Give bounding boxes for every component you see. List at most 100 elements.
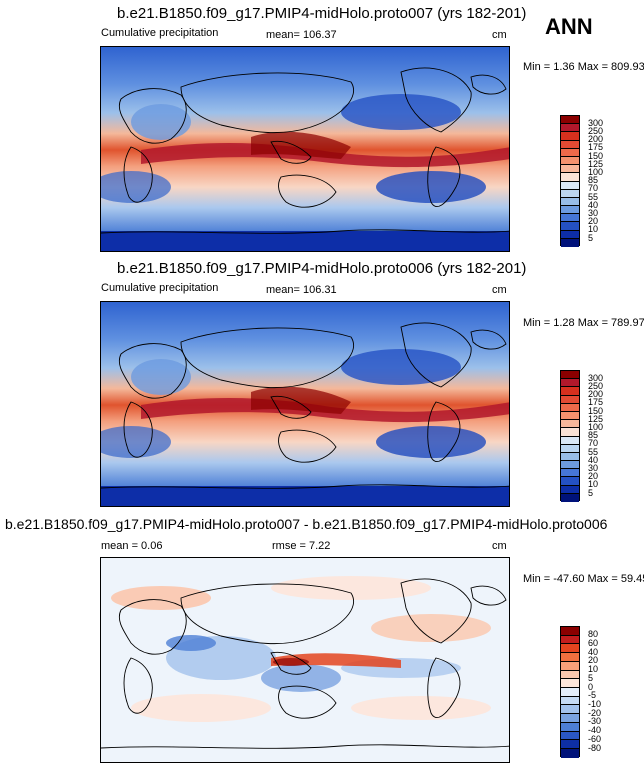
panel3-colorbar-label: -40 — [588, 725, 602, 735]
panel3-rmse-label: rmse = 7.22 — [272, 540, 331, 552]
panel2-colorbar-label: 100 — [588, 422, 604, 432]
panel2-mean-label: mean= 106.31 — [266, 284, 337, 296]
panel3-colorbar-swatch — [561, 670, 579, 680]
panel3-difference-map — [100, 557, 510, 763]
season-label: ANN — [545, 14, 593, 39]
panel1-colorbar-swatch — [561, 189, 579, 198]
panel2-colorbar-label: 30 — [588, 463, 599, 473]
panel2-colorbar-swatch — [561, 452, 579, 462]
panel3-colorbar-label: 5 — [588, 673, 594, 683]
panel3-colorbar-swatch — [561, 635, 579, 645]
panel1-title: b.e21.B1850.f09_g17.PMIP4-midHolo.proto0… — [117, 5, 527, 22]
panel1-colorbar-label: 200 — [588, 134, 604, 144]
panel2-colorbar-swatch — [561, 428, 579, 437]
panel1-colorbar-label: 70 — [588, 183, 599, 193]
panel1-colorbar-swatch — [561, 165, 579, 174]
panel1-colorbar-swatch — [561, 156, 579, 166]
panel3-colorbar-label: 40 — [588, 647, 599, 657]
panel2-colorbar-swatch — [561, 477, 579, 486]
panel2-colorbar-label: 20 — [588, 471, 599, 481]
panel3-colorbar-label: -5 — [588, 690, 597, 700]
panel3-colorbar-swatch — [561, 714, 579, 723]
panel3-colorbar-label: -30 — [588, 716, 602, 726]
panel3-colorbar-swatch — [561, 749, 579, 758]
panel1-colorbar-swatch — [561, 124, 579, 133]
panel2-colorbar-swatch — [561, 403, 579, 412]
panel2-colorbar — [560, 370, 580, 502]
panel2-colorbar-swatch — [561, 493, 579, 502]
panel3-colorbar-label: -80 — [588, 743, 602, 753]
panel3-colorbar-swatch — [561, 731, 579, 741]
panel2-colorbar-swatch — [561, 420, 579, 429]
panel3-colorbar-swatch — [561, 688, 579, 697]
panel2-colorbar-label: 175 — [588, 397, 604, 407]
panel1-colorbar-swatch — [561, 132, 579, 141]
panel2-precip-map — [100, 301, 510, 507]
panel1-colorbar-label: 30 — [588, 208, 599, 218]
panel2-colorbar-label: 85 — [588, 430, 599, 440]
panel1-minmax-label: Min = 1.36 Max = 809.93 — [523, 61, 644, 73]
panel2-colorbar-label: 300 — [588, 373, 604, 383]
panel1-colorbar-swatch — [561, 214, 579, 223]
panel2-colorbar-label: 40 — [588, 455, 599, 465]
panel1-colorbar-label: 300 — [588, 118, 604, 128]
panel1-colorbar-swatch — [561, 238, 579, 247]
panel2-colorbar-label: 150 — [588, 406, 604, 416]
panel1-colorbar-label: 5 — [588, 233, 594, 243]
panel2-title: b.e21.B1850.f09_g17.PMIP4-midHolo.proto0… — [117, 260, 527, 277]
panel2-colorbar-label: 10 — [588, 479, 599, 489]
panel3-colorbar-swatch — [561, 696, 579, 706]
panel2-units-label: cm — [492, 284, 507, 296]
panel2-colorbar-swatch — [561, 444, 579, 453]
panel1-colorbar-label: 250 — [588, 126, 604, 136]
panel1-colorbar-label: 175 — [588, 142, 604, 152]
panel3-minmax-label: Min = -47.60 Max = 59.45 — [523, 573, 644, 585]
panel3-colorbar-swatch — [561, 722, 579, 732]
panel1-colorbar-label: 100 — [588, 167, 604, 177]
panel1-colorbar-swatch — [561, 116, 579, 125]
panel2-colorbar-swatch — [561, 411, 579, 421]
panel3-colorbar-label: 10 — [588, 664, 599, 674]
panel1-colorbar-swatch — [561, 230, 579, 239]
panel1-colorbar-swatch — [561, 173, 579, 182]
panel1-units-label: cm — [492, 29, 507, 41]
panel3-colorbar-label: 80 — [588, 629, 599, 639]
panel2-colorbar-swatch — [561, 379, 579, 388]
panel2-colorbar-swatch — [561, 371, 579, 380]
panel3-colorbar-label: 20 — [588, 655, 599, 665]
panel1-colorbar-label: 55 — [588, 192, 599, 202]
panel3-colorbar-swatch — [561, 661, 579, 671]
panel1-colorbar-swatch — [561, 140, 579, 149]
panel1-mean-label: mean= 106.37 — [266, 29, 337, 41]
panel3-colorbar-swatch — [561, 705, 579, 715]
panel3-colorbar-label: -10 — [588, 699, 602, 709]
panel2-colorbar-label: 200 — [588, 389, 604, 399]
panel3-colorbar-label: 0 — [588, 682, 594, 692]
panel2-colorbar-swatch — [561, 469, 579, 478]
panel3-colorbar-swatch — [561, 653, 579, 662]
panel3-colorbar-label: 60 — [588, 638, 599, 648]
panel1-colorbar-swatch — [561, 197, 579, 207]
panel1-colorbar-swatch — [561, 181, 579, 190]
panel3-title: b.e21.B1850.f09_g17.PMIP4-midHolo.proto0… — [5, 516, 608, 532]
panel1-colorbar-swatch — [561, 206, 579, 215]
panel2-variable-label: Cumulative precipitation — [101, 282, 219, 294]
panel1-colorbar-label: 125 — [588, 159, 604, 169]
panel3-mean-label: mean = 0.06 — [101, 540, 163, 552]
panel3-colorbar-swatch — [561, 679, 579, 689]
panel3-colorbar-swatch — [561, 644, 579, 654]
panel1-colorbar-label: 85 — [588, 175, 599, 185]
panel1-colorbar-label: 20 — [588, 216, 599, 226]
panel2-colorbar-swatch — [561, 395, 579, 404]
panel1-colorbar-label: 150 — [588, 151, 604, 161]
panel2-colorbar-label: 125 — [588, 414, 604, 424]
panel2-colorbar-label: 55 — [588, 447, 599, 457]
panel1-colorbar — [560, 115, 580, 247]
panel2-colorbar-label: 70 — [588, 438, 599, 448]
panel3-colorbar-label: -60 — [588, 734, 602, 744]
panel1-colorbar-label: 40 — [588, 200, 599, 210]
panel3-colorbar — [560, 626, 580, 758]
panel3-colorbar-label: -20 — [588, 708, 602, 718]
panel3-colorbar-swatch — [561, 740, 579, 750]
panel3-colorbar-swatch — [561, 627, 579, 636]
